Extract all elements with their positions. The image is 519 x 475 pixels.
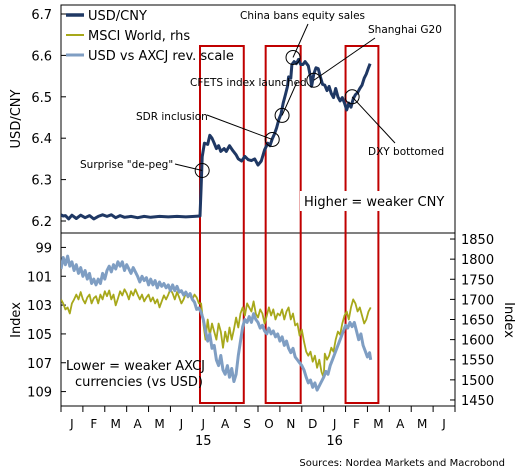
highlight-periods xyxy=(198,45,380,404)
index-right-y-tick-label: 1750 xyxy=(461,273,494,288)
legend-item-usdcny: USD/CNY xyxy=(66,9,147,24)
usdcny-y-tick-label: 6.6 xyxy=(31,49,52,64)
annotation-leader-line xyxy=(292,23,309,58)
usdcny-plot xyxy=(61,58,372,221)
annotation-leader-line xyxy=(281,81,298,116)
index-right-y-tick-label: 1650 xyxy=(461,314,494,329)
bottom-panel-note-line-1: Lower = weaker AXCJ xyxy=(66,359,205,374)
index-plot xyxy=(61,254,373,392)
annotation-leader-line xyxy=(174,163,203,171)
index-left-y-tick-label: 107 xyxy=(27,357,52,372)
month-label: A xyxy=(221,417,230,431)
month-label: M xyxy=(111,417,121,431)
index-right-y-tick-label: 1550 xyxy=(461,354,494,369)
usdcny-y-tick-label: 6.2 xyxy=(31,215,52,230)
month-label: M xyxy=(154,417,164,431)
index-right-y-tick-label: 1700 xyxy=(461,293,494,308)
source-note: Sources: Nordea Markets and Macrobond xyxy=(299,458,505,469)
year-label-16: 16 xyxy=(326,434,343,449)
annotation-marker xyxy=(344,89,360,105)
annotation-marker xyxy=(285,49,301,65)
month-label: J xyxy=(201,417,206,431)
legend-item-msci: MSCI World, rhs xyxy=(66,29,190,44)
month-label: A xyxy=(134,417,143,431)
month-label: J xyxy=(332,417,337,431)
usdcny-y-tick-label: 6.7 xyxy=(31,8,52,23)
event-annotations: Surprise "de-peg" SDR inclusion CFETS inde… xyxy=(80,10,444,178)
annotation-label: China bans equity sales xyxy=(240,10,365,22)
month-label: N xyxy=(286,417,295,431)
usdcny-y-axis-title: USD/CNY xyxy=(9,89,24,148)
index-left-y-tick-label: 99 xyxy=(35,241,52,256)
index-right-y-axis: 1850 1800 1750 1700 1650 1600 1550 1500 1450 xyxy=(450,233,494,409)
annotation-leader-line xyxy=(351,96,396,144)
annotation-label: Shanghai G20 xyxy=(368,24,442,36)
legend-label-axcj: USD vs AXCJ rev. scale xyxy=(88,49,234,64)
usdcny-y-axis: 6.2 6.3 6.4 6.5 6.6 6.7 xyxy=(31,8,66,230)
index-right-y-tick-label: 1600 xyxy=(461,334,494,349)
month-label: A xyxy=(396,417,405,431)
highlight-period xyxy=(198,45,245,404)
month-label: J xyxy=(69,417,74,431)
legend-label-usdcny: USD/CNY xyxy=(88,9,147,24)
index-right-y-tick-label: 1850 xyxy=(461,233,494,248)
series-line-msci-world xyxy=(61,288,372,379)
index-left-y-tick-label: 103 xyxy=(27,299,52,314)
highlight-period xyxy=(264,45,302,404)
index-right-axis-title: Index xyxy=(501,302,516,338)
month-label: M xyxy=(373,417,383,431)
annotation-label: Surprise "de-peg" xyxy=(80,159,173,171)
top-panel-note: Higher = weaker CNY xyxy=(304,195,444,210)
index-left-y-axis: 99 101 103 105 107 109 xyxy=(27,241,66,401)
month-label: J xyxy=(179,417,184,431)
index-left-y-tick-label: 101 xyxy=(27,270,52,285)
month-label: M xyxy=(417,417,427,431)
annotation-marker xyxy=(306,72,322,88)
usdcny-y-tick-label: 6.5 xyxy=(31,91,52,106)
annotation-marker xyxy=(274,107,290,123)
year-label-15: 15 xyxy=(195,434,212,449)
annotation-marker xyxy=(264,131,280,147)
series-line-usd-vs-axcj xyxy=(61,254,373,392)
usdcny-y-tick-label: 6.3 xyxy=(31,174,52,189)
index-left-y-tick-label: 109 xyxy=(27,386,52,401)
highlight-period xyxy=(344,45,380,404)
month-label: J xyxy=(441,417,446,431)
annotation-label: DXY bottomed xyxy=(368,146,444,158)
annotation-label: CFETS index launched xyxy=(190,77,307,89)
annotation-leader-line xyxy=(313,37,376,81)
annotation-marker xyxy=(194,162,210,178)
legend-item-axcj: USD vs AXCJ rev. scale xyxy=(66,49,234,64)
top-note-background xyxy=(300,191,450,211)
annotation-label: SDR inclusion xyxy=(136,111,208,123)
index-left-axis-title: Index xyxy=(9,302,24,338)
bottom-panel-note-line-2: currencies (vs USD) xyxy=(75,375,203,390)
annotation-leader-line xyxy=(206,114,273,140)
usdcny-y-tick-label: 6.4 xyxy=(31,132,52,147)
month-label: S xyxy=(243,417,251,431)
month-label: F xyxy=(90,417,97,431)
month-label: D xyxy=(308,417,317,431)
index-left-y-tick-label: 105 xyxy=(27,328,52,343)
index-right-y-tick-label: 1500 xyxy=(461,374,494,389)
series-line-usdcny xyxy=(61,58,372,221)
index-right-y-tick-label: 1450 xyxy=(461,394,494,409)
month-label: F xyxy=(353,417,360,431)
index-right-y-tick-label: 1800 xyxy=(461,253,494,268)
month-label: O xyxy=(264,417,273,431)
legend: USD/CNY MSCI World, rhs USD vs AXCJ rev.… xyxy=(66,9,234,64)
legend-label-msci: MSCI World, rhs xyxy=(88,29,190,44)
